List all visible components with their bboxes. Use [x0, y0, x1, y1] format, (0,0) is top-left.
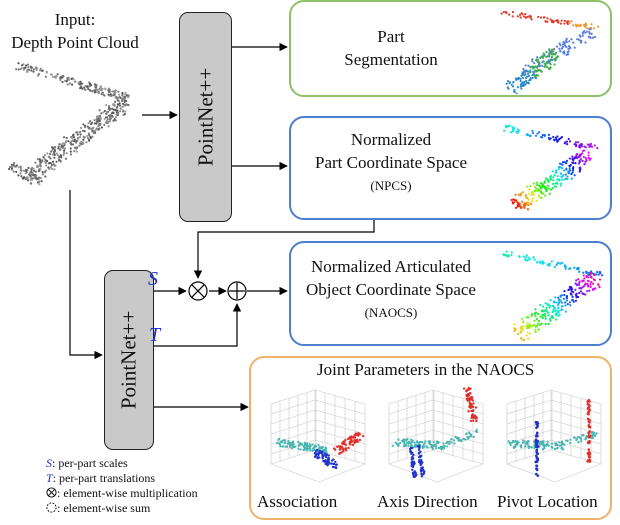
- arrow-t-to-sum: [153, 303, 242, 347]
- legend-translations: T: per-part translations: [46, 471, 155, 486]
- segmentation-title-line1: Part: [377, 27, 405, 46]
- joint-plot-pivot-location: [506, 389, 602, 483]
- sum-node: [227, 281, 247, 301]
- arrow-cloud-down: [69, 190, 103, 360]
- npcs-title-line2: Part Coordinate Space: [314, 153, 467, 172]
- input-label: Input: Depth Point Cloud: [0, 8, 150, 54]
- naocs-title-line1: Normalized Articulated: [310, 257, 472, 276]
- legend-sum: : element-wise sum: [46, 501, 150, 516]
- legend-t-text: : per-part translations: [52, 471, 156, 485]
- caption-association: Association: [257, 492, 338, 511]
- legend-s-text: : per-part scales: [52, 456, 128, 470]
- input-label-line1: Input:: [54, 10, 96, 29]
- segmentation-title: Part Segmentation: [291, 25, 491, 71]
- joint-title: Joint Parameters in the NAOCS: [317, 360, 535, 379]
- joint-box: Joint Parameters in the NAOCS Associatio…: [249, 356, 612, 520]
- caption-axis-direction: Axis Direction: [377, 492, 478, 511]
- npcs-cloud: [503, 124, 599, 211]
- npcs-title-line1: Normalized: [350, 130, 432, 149]
- segmentation-title-line2: Segmentation: [344, 50, 438, 69]
- naocs-abbr: (NAOCS): [364, 305, 418, 320]
- segmentation-box: Part Segmentation: [289, 0, 612, 97]
- naocs-cloud: [502, 250, 604, 342]
- input-point-cloud: [8, 62, 130, 186]
- joint-plot-axis-direction: [388, 387, 484, 483]
- naocs-title-line2: Object Coordinate Space: [306, 280, 476, 299]
- arrow-npcs-to-mult: [193, 220, 375, 279]
- input-label-line2: Depth Point Cloud: [11, 33, 139, 52]
- legend-t-symbol: T: [46, 471, 53, 485]
- legend-scales: S: per-part scales: [46, 456, 128, 471]
- legend-mult-text: : element-wise multiplication: [57, 486, 198, 500]
- naocs-title: Normalized Articulated Object Coordinate…: [291, 255, 491, 324]
- pointnet-top: PointNet++: [179, 12, 232, 222]
- pointnet-bottom-label: PointNet++: [116, 310, 141, 410]
- caption-pivot-location: Pivot Location: [497, 492, 598, 511]
- segmentation-cloud: [500, 10, 600, 94]
- npcs-title: Normalized Part Coordinate Space (NPCS): [291, 128, 491, 197]
- legend-sum-text: : element-wise sum: [57, 501, 151, 515]
- npcs-abbr: (NPCS): [370, 178, 412, 193]
- npcs-box: Normalized Part Coordinate Space (NPCS): [289, 116, 612, 220]
- symbol-t: T: [149, 324, 161, 346]
- legend-multiplication: : element-wise multiplication: [46, 486, 198, 501]
- naocs-box: Normalized Articulated Object Coordinate…: [289, 241, 612, 346]
- legend-s-symbol: S: [46, 456, 52, 470]
- multiplication-icon: [46, 487, 57, 498]
- joint-plot-association: [270, 389, 366, 483]
- pointnet-top-label: PointNet++: [193, 67, 217, 167]
- mult-node: [188, 281, 208, 301]
- sum-icon: [46, 502, 57, 513]
- pointnet-bottom: PointNet++: [104, 270, 154, 450]
- symbol-s: S: [148, 268, 158, 290]
